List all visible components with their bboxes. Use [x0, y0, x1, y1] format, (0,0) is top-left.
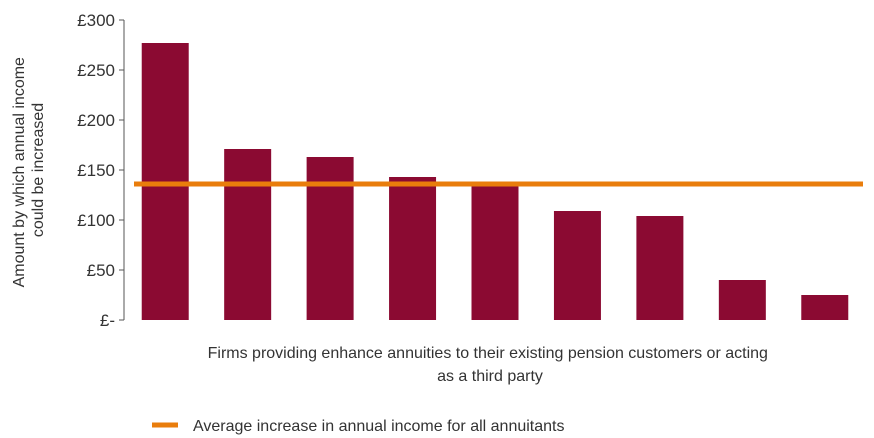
- x-axis-title: Firms providing enhance annuities to the…: [208, 345, 773, 385]
- y-tick-label: £250: [77, 61, 115, 80]
- y-tick-label: £300: [77, 11, 115, 30]
- bar: [801, 295, 849, 320]
- y-axis-title-line1: Amount by which annual income: [11, 57, 28, 287]
- y-axis-title: Amount by which annual income could be i…: [11, 53, 47, 288]
- bar: [306, 157, 354, 320]
- bar: [718, 280, 766, 320]
- x-axis-title-line1: Firms providing enhance annuities to the…: [208, 345, 768, 362]
- x-axis-title-line2: as a third party: [437, 368, 543, 385]
- y-tick-label: £50: [87, 261, 115, 280]
- legend-label: Average increase in annual income for al…: [193, 418, 565, 435]
- y-tick-label: £100: [77, 211, 115, 230]
- bar: [471, 184, 519, 320]
- y-axis-ticks: £- £50 £100 £150 £200 £250 £300: [77, 11, 124, 330]
- legend: Average increase in annual income for al…: [152, 418, 565, 435]
- y-axis-title-line2: could be increased: [30, 103, 47, 237]
- bar: [389, 177, 437, 320]
- bars-group: [141, 43, 849, 320]
- y-tick-label: £200: [77, 111, 115, 130]
- bar: [636, 216, 684, 320]
- bar: [553, 211, 601, 320]
- bar: [224, 149, 272, 320]
- y-tick-label: £-: [100, 311, 115, 330]
- y-tick-label: £150: [77, 161, 115, 180]
